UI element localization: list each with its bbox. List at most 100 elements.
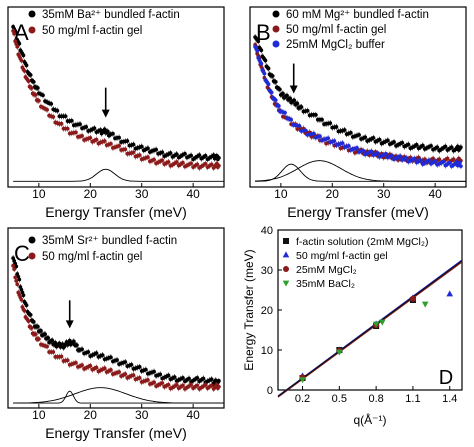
panel-b-data-point: [445, 156, 450, 161]
panel-b-data-point: [340, 141, 345, 145]
panel-b-data-point: [277, 87, 282, 92]
panel-b-data-point: [385, 138, 390, 143]
panel-c-data-point: [65, 358, 70, 363]
panel-d-y-axis-label: Energy Transfer (meV): [242, 249, 256, 370]
panel-c-data-point: [108, 355, 113, 360]
panel-a-data-point: [41, 93, 45, 98]
panel-b-data-point: [285, 93, 289, 98]
panel-b-legend-label: 25mM MgCl₂ buffer: [286, 39, 385, 51]
panel-b-data-point: [406, 142, 411, 147]
panel-c-data-point: [137, 375, 142, 380]
panel-c-data-point: [152, 380, 156, 385]
panel-d-legend-label: 50 mg/ml f-actin gel: [296, 250, 388, 262]
panel-a-data-point: [78, 122, 82, 127]
panel-d-legend-marker: [283, 238, 289, 244]
panel-a-data-point: [17, 41, 22, 46]
panel-c-data-point: [80, 347, 84, 352]
panel-c-data-point: [94, 351, 99, 355]
panel-b-data-point: [420, 143, 425, 148]
panel-a-data-point: [102, 139, 107, 143]
panel-c-data-point: [166, 373, 171, 378]
panel-b-data-point: [273, 79, 278, 84]
panel-b-data-point: [361, 148, 366, 153]
panel-b-data-point: [441, 159, 446, 164]
panel-c: C 10 20 30 40 35mM Sr²⁺ bundled f-actin 50 m…: [7, 227, 225, 441]
panel-c-data-point: [216, 384, 221, 389]
panel-c-peak-fit-curve: [13, 387, 224, 404]
panel-b-ticks: 10 20 30 40: [274, 183, 442, 201]
panel-c-data-point: [51, 350, 56, 354]
panel-c-arrow-annotation: [65, 300, 74, 329]
panel-a-x-tick-label: 10: [32, 187, 46, 201]
panel-a-data-point: [209, 162, 214, 167]
panel-b-data-point: [414, 142, 419, 147]
panel-d-y-tick-label: 0: [267, 385, 273, 397]
panel-b-legend-marker: [272, 40, 280, 48]
panel-b-data-point: [404, 155, 409, 160]
panel-a-x-tick-label: 20: [84, 187, 98, 201]
panel-a-data-point: [108, 141, 113, 146]
panel-c-data-point: [123, 360, 128, 364]
panel-c-data-point: [115, 358, 119, 362]
panel-d-legend: f-actin solution (2mM MgCl₂) 50 mg/ml f-a…: [282, 236, 428, 290]
panel-d-x-tick-label: 0.5: [332, 393, 347, 405]
panel-b-data-point: [355, 146, 359, 150]
panel-c-data-point: [12, 267, 17, 272]
panel-c-data-point: [187, 376, 191, 381]
panel-d-y-tick-label: 20: [261, 305, 273, 317]
panel-c-data-point: [19, 297, 24, 302]
panel-d-legend-label: 35mM BaCl₂: [296, 278, 355, 290]
panel-a-data-point: [189, 161, 193, 166]
panel-c-data-point: [201, 376, 206, 381]
panel-b-data-point: [266, 82, 271, 87]
panel-c-data-point: [131, 373, 136, 378]
panel-b-data-point: [398, 154, 403, 159]
panel-a-data-point: [117, 143, 121, 148]
panel-c-data-point: [24, 303, 29, 308]
panel-c-data-point: [80, 363, 84, 368]
panel-a-arrow-annotation: [101, 87, 110, 118]
panel-b-data-point: [416, 155, 421, 160]
panel-d-fit-lines: [277, 259, 463, 398]
panel-c-data-point: [123, 372, 128, 376]
panel-d-x-tick-label: 0.2: [295, 393, 310, 405]
panel-c-data-point: [145, 378, 150, 382]
panel-a-data-point: [145, 155, 150, 160]
panel-a-frame: [7, 6, 225, 188]
panel-c-data-point: [14, 278, 19, 283]
panel-c-data-point: [26, 319, 31, 323]
panel-b-legend: 60 mM Mg²⁺ bundled f-actin 50 mg/ml f-act…: [272, 9, 429, 51]
panel-a-data-point: [160, 158, 165, 163]
panel-a-legend-label: 35mM Ba²⁺ bundled f-actin: [42, 9, 180, 21]
panel-a-data-point: [22, 68, 27, 73]
panel-a-data-point: [69, 118, 74, 123]
panel-c-data-point: [152, 369, 156, 374]
panel-b-x-tick-label: 10: [274, 187, 288, 201]
panel-b-data-point: [412, 156, 417, 161]
panel-c-data-point: [17, 277, 22, 282]
panel-c-ticks: 10 20 30 40: [32, 404, 200, 422]
panel-b-fits: [255, 63, 466, 182]
panel-b-data-point: [262, 71, 267, 76]
panel-d-data-point: [446, 290, 454, 297]
panel-b-data-point: [320, 117, 324, 122]
panel-c-x-axis-label: Energy Transfer (meV): [45, 425, 187, 441]
panel-d-data-point: [299, 377, 306, 384]
panel-a-data-point: [152, 157, 156, 162]
panel-b-data-point: [392, 140, 396, 144]
panel-b-data-point: [259, 48, 264, 53]
panel-c-data-point: [180, 383, 185, 388]
panel-c-x-tick-label: 30: [135, 408, 149, 422]
panel-c-frame: [7, 227, 225, 409]
panel-c-data-point: [75, 343, 79, 348]
panel-b-data-point: [418, 158, 423, 163]
panel-d-fit-line: [277, 260, 463, 397]
panel-c-data-point: [189, 382, 193, 387]
panel-b-legend-label: 60 mM Mg²⁺ bundled f-actin: [286, 9, 429, 21]
panel-b-data-point: [447, 160, 452, 165]
panel-d-legend-marker: [282, 251, 290, 258]
panel-a-data-point: [111, 131, 115, 136]
panel-c-data-point: [71, 339, 76, 344]
panel-b-data-point: [377, 137, 382, 142]
